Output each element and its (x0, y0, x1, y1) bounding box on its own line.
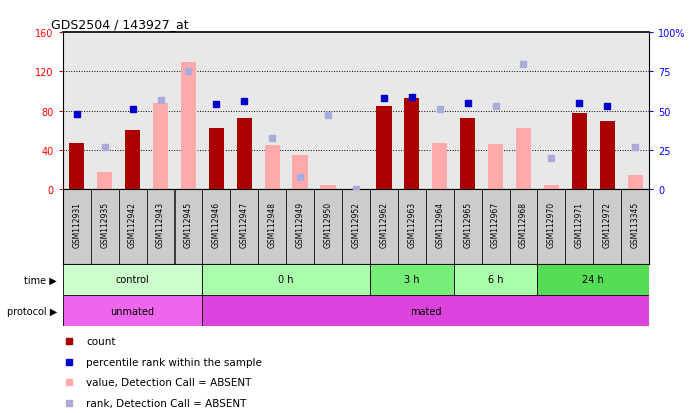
Bar (265, 146, 280, 190)
Bar (342, 190, 370, 264)
Text: value, Detection Call = ABSENT: value, Detection Call = ABSENT (87, 377, 252, 387)
Bar (119, 190, 147, 264)
Bar (320, 185, 336, 190)
Bar (488, 145, 503, 190)
Text: count: count (87, 336, 116, 346)
Bar (181, 62, 196, 190)
Bar (454, 264, 537, 295)
Bar (125, 131, 140, 190)
Text: GSM112935: GSM112935 (101, 201, 109, 247)
Bar (565, 190, 593, 264)
Bar (460, 119, 475, 190)
Text: GSM112970: GSM112970 (547, 201, 556, 247)
Bar (202, 190, 230, 264)
Bar (510, 190, 537, 264)
Text: GSM112950: GSM112950 (324, 201, 332, 247)
Text: 24 h: 24 h (582, 275, 604, 285)
Text: GSM112962: GSM112962 (380, 201, 388, 247)
Bar (314, 190, 342, 264)
Bar (258, 190, 286, 264)
Bar (153, 104, 168, 190)
Text: GSM112963: GSM112963 (408, 201, 416, 247)
Text: GSM113345: GSM113345 (631, 201, 639, 247)
Text: control: control (116, 275, 149, 285)
Text: GSM112964: GSM112964 (436, 201, 444, 247)
Text: GSM112968: GSM112968 (519, 201, 528, 247)
Text: GSM112942: GSM112942 (128, 201, 137, 247)
Bar (572, 114, 587, 190)
Text: 6 h: 6 h (488, 275, 503, 285)
Bar (91, 190, 119, 264)
Text: mated: mated (410, 306, 442, 316)
Text: GDS2504 / 143927_at: GDS2504 / 143927_at (51, 17, 188, 31)
Bar (398, 190, 426, 264)
Bar (237, 119, 252, 190)
Bar (97, 172, 112, 190)
Bar (63, 295, 202, 326)
Bar (376, 107, 392, 190)
Text: GSM112971: GSM112971 (575, 201, 584, 247)
Bar (600, 121, 615, 190)
Bar (516, 129, 531, 190)
Bar (69, 144, 84, 190)
Text: GSM112952: GSM112952 (352, 201, 360, 247)
Text: percentile rank within the sample: percentile rank within the sample (87, 357, 262, 367)
Text: GSM112947: GSM112947 (240, 201, 248, 247)
Text: GSM112931: GSM112931 (73, 201, 81, 247)
Bar (202, 264, 370, 295)
Bar (404, 99, 419, 190)
Bar (537, 190, 565, 264)
Bar (628, 175, 643, 190)
Bar (63, 264, 202, 295)
Text: 3 h: 3 h (404, 275, 419, 285)
Bar (230, 190, 258, 264)
Bar (209, 129, 224, 190)
Text: protocol ▶: protocol ▶ (7, 306, 57, 316)
Bar (174, 190, 202, 264)
Bar (593, 190, 621, 264)
Bar (454, 190, 482, 264)
Text: time ▶: time ▶ (24, 275, 57, 285)
Bar (537, 264, 649, 295)
Bar (482, 190, 510, 264)
Bar (63, 190, 91, 264)
Text: 0 h: 0 h (279, 275, 294, 285)
Bar (432, 144, 447, 190)
Text: GSM112945: GSM112945 (184, 201, 193, 247)
Text: GSM112943: GSM112943 (156, 201, 165, 247)
Text: GSM112967: GSM112967 (491, 201, 500, 247)
Text: GSM112948: GSM112948 (268, 201, 276, 247)
Text: unmated: unmated (110, 306, 155, 316)
Text: GSM112972: GSM112972 (603, 201, 611, 247)
Bar (426, 190, 454, 264)
Text: GSM112946: GSM112946 (212, 201, 221, 247)
Bar (621, 190, 649, 264)
Text: GSM112949: GSM112949 (296, 201, 304, 247)
Text: GSM112965: GSM112965 (463, 201, 472, 247)
Bar (286, 190, 314, 264)
Bar (370, 190, 398, 264)
Bar (147, 190, 174, 264)
Bar (370, 264, 454, 295)
Bar (292, 156, 308, 190)
Text: rank, Detection Call = ABSENT: rank, Detection Call = ABSENT (87, 398, 246, 408)
Bar (202, 295, 649, 326)
Bar (544, 185, 559, 190)
